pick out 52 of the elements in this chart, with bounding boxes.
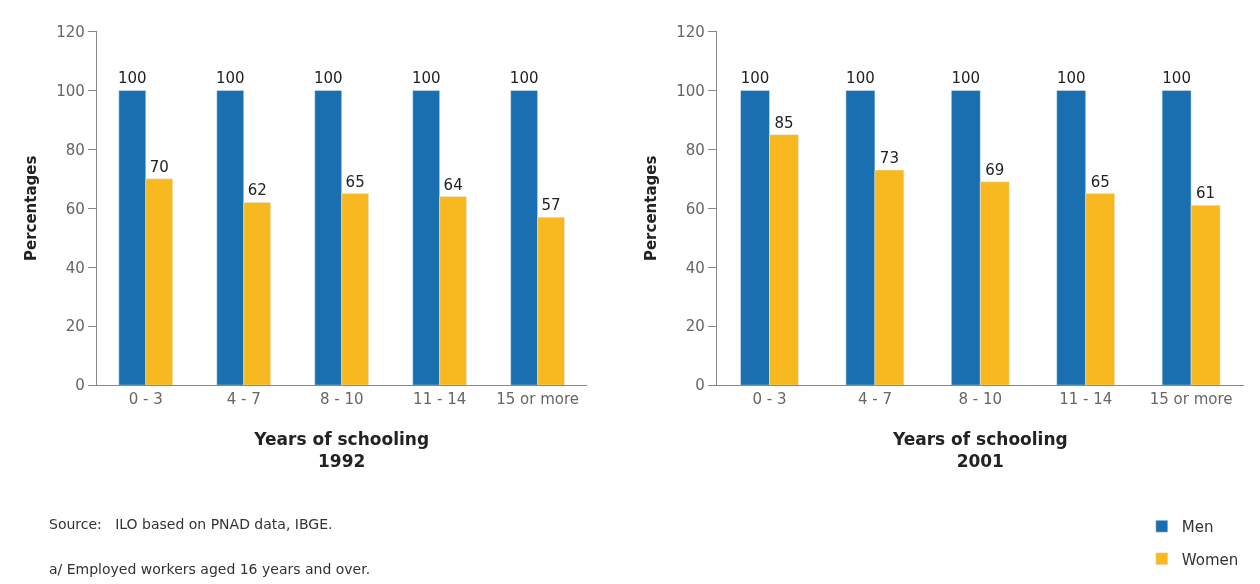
x-tick-label: 4 - 7 (226, 390, 261, 409)
data-label: 100 (313, 69, 343, 88)
data-label: 64 (443, 175, 463, 194)
data-label: 85 (774, 113, 794, 132)
y-tick-label: 20 (685, 317, 705, 336)
y-tick-label: 80 (65, 140, 85, 159)
y-axis-title: Percentages (22, 155, 41, 262)
x-tick-label: 8 - 10 (958, 390, 1003, 409)
y-tick-label: 120 (56, 22, 85, 41)
legend-label: Women (1181, 550, 1239, 569)
data-label: 100 (1056, 69, 1086, 88)
data-label: 100 (411, 69, 441, 88)
y-tick-label: 60 (65, 199, 85, 218)
x-tick-label: 11 - 14 (413, 390, 467, 409)
data-label: 65 (1090, 172, 1110, 191)
data-label: 69 (985, 160, 1005, 179)
data-label: 100 (215, 69, 245, 88)
data-label: 61 (1196, 184, 1216, 203)
x-tick-label: 4 - 7 (857, 390, 892, 409)
data-label: 100 (846, 69, 875, 88)
y-tick-label: 120 (676, 22, 705, 41)
y-tick-label: 40 (685, 258, 705, 277)
data-label: 57 (541, 196, 561, 215)
y-tick-label: 40 (65, 258, 85, 277)
y-tick-label: 60 (685, 199, 705, 218)
data-label: 73 (879, 149, 899, 167)
y-tick-label: 0 (75, 376, 85, 395)
x-tick-label: 15 or more (1149, 390, 1233, 409)
x-axis-title: Years of schooling 1992 (253, 428, 430, 471)
data-label: 62 (247, 181, 267, 200)
data-label: 100 (117, 69, 147, 88)
y-tick-label: 80 (685, 140, 705, 159)
x-axis-title: Years of schooling 2001 (891, 428, 1068, 471)
legend-label: Men (1181, 518, 1214, 537)
y-tick-label: 0 (695, 376, 705, 395)
y-axis-title: Percentages (642, 155, 661, 262)
x-tick-label: 15 or more (496, 390, 580, 409)
x-tick-label: 0 - 3 (752, 390, 787, 409)
source-note: Source: ILO based on PNAD data, IBGE. (49, 516, 333, 532)
data-label: 100 (951, 69, 981, 88)
text: a/ Employed workers aged 16 years and over. (49, 561, 371, 577)
data-label: 100 (509, 69, 539, 88)
y-tick-label: 20 (65, 317, 85, 336)
data-label: 70 (149, 157, 169, 176)
x-tick-label: 11 - 14 (1059, 390, 1113, 409)
data-label: 65 (345, 172, 365, 191)
data-label: 100 (740, 69, 770, 88)
y-tick-label: 100 (676, 81, 705, 100)
data-label: 100 (1162, 69, 1191, 88)
x-tick-label: 8 - 10 (319, 390, 364, 409)
y-tick-label: 100 (56, 81, 85, 100)
x-tick-label: 0 - 3 (128, 390, 163, 409)
